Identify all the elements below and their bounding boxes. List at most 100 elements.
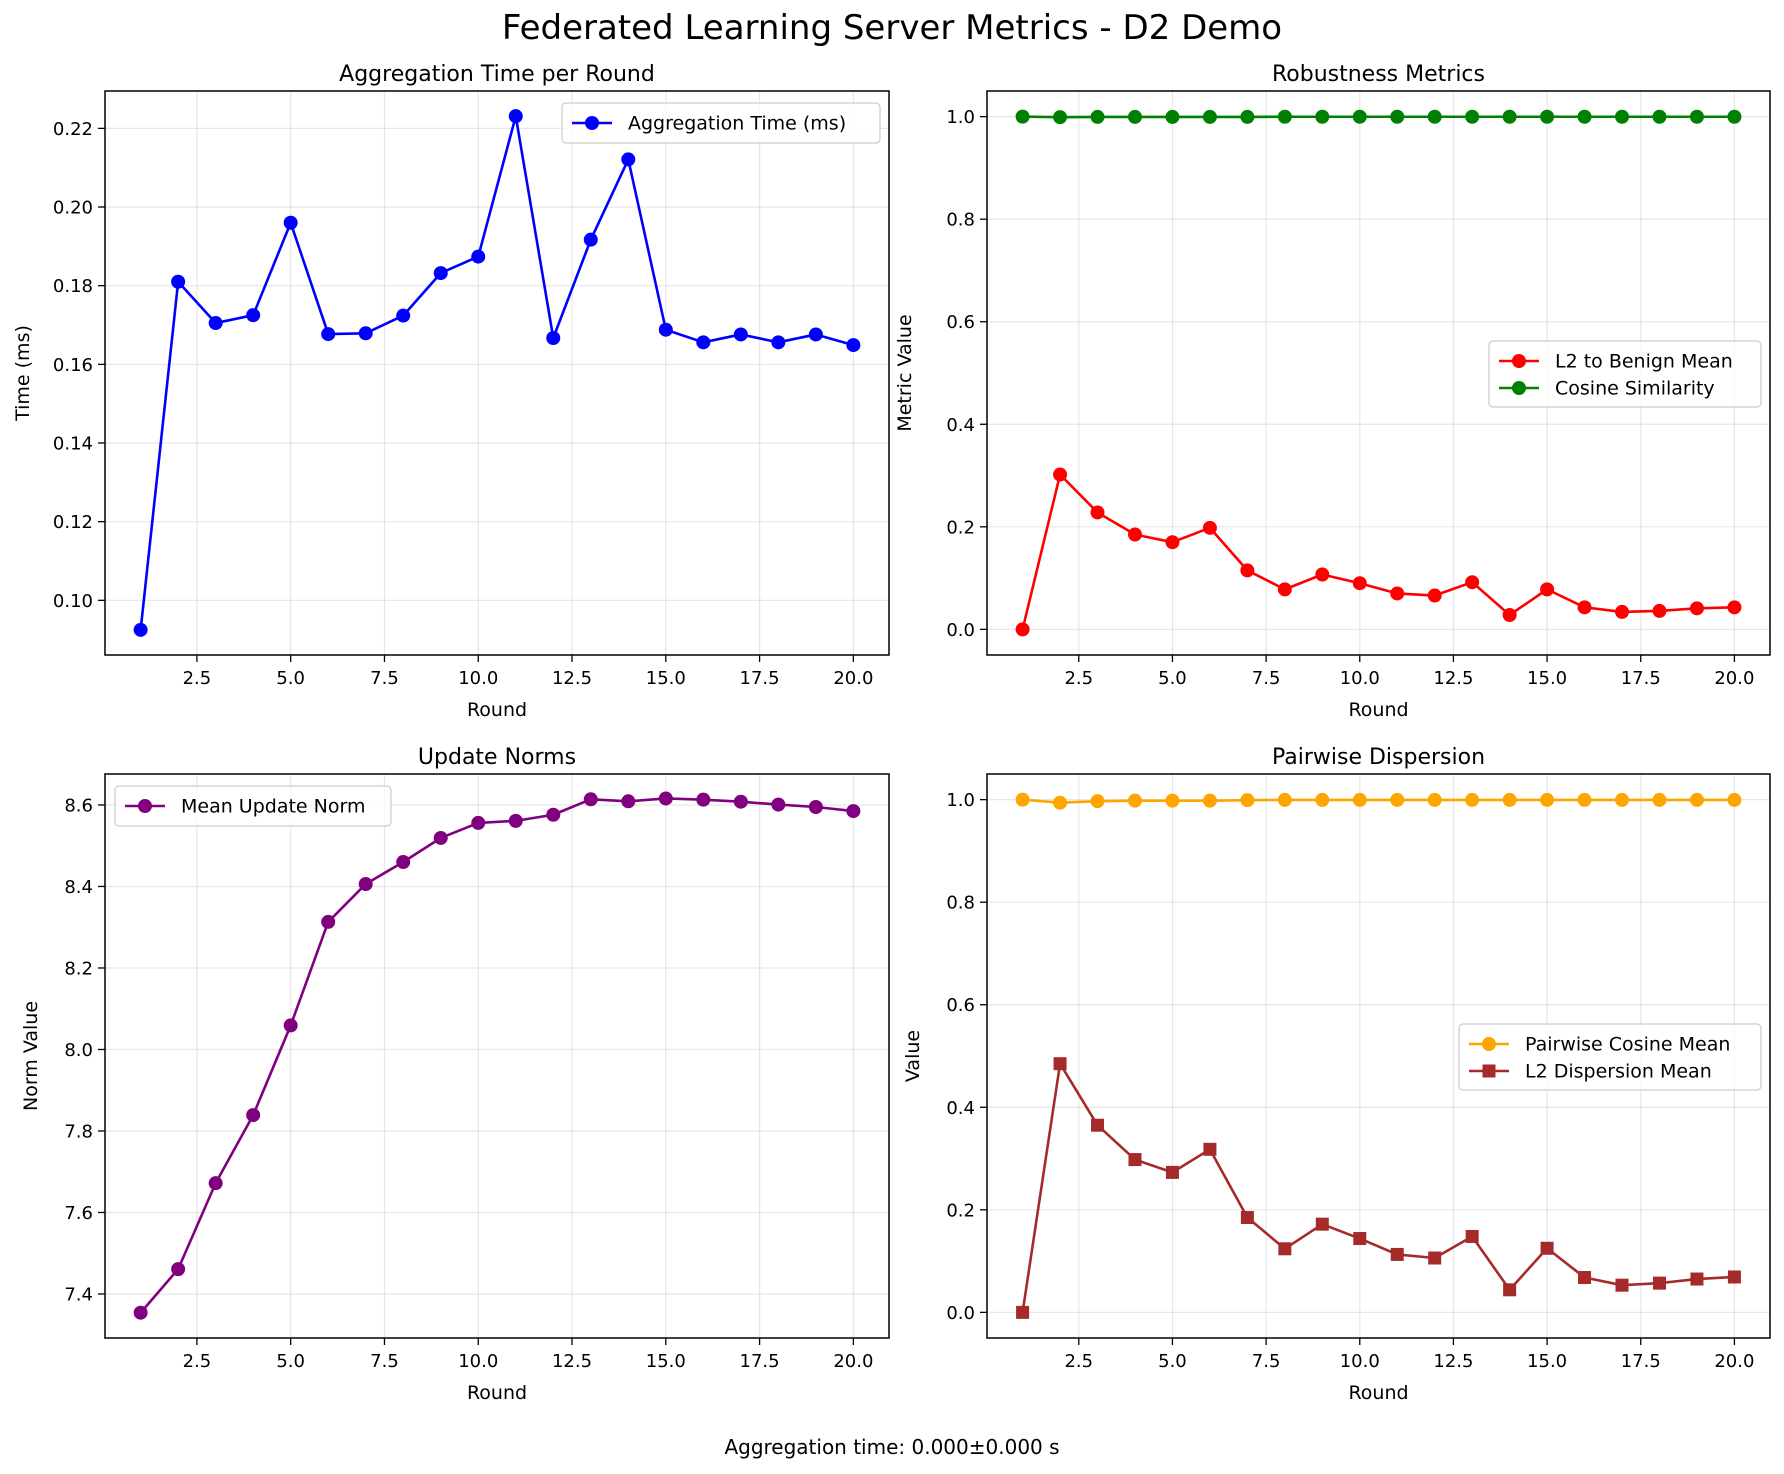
- y-tick-label: 0.18: [53, 276, 93, 297]
- x-tick-label: 2.5: [183, 1351, 212, 1372]
- legend-box: [1458, 1023, 1762, 1091]
- x-tick-label: 10.0: [458, 668, 498, 689]
- x-tick-label: 5.0: [1158, 1351, 1187, 1372]
- data-point: [1165, 793, 1180, 808]
- data-point: [246, 1108, 261, 1123]
- x-tick-label: 17.5: [740, 1351, 780, 1372]
- legend-label: L2 Dispersion Mean: [1525, 1061, 1712, 1083]
- chart-title: Update Norms: [418, 745, 576, 770]
- x-tick-label: 15.0: [646, 1351, 686, 1372]
- data-point: [1352, 792, 1367, 807]
- data-point: [1689, 109, 1704, 124]
- series-2: [1016, 1057, 1741, 1319]
- data-point: [1053, 467, 1068, 482]
- y-tick-label: 0.6: [946, 312, 975, 333]
- y-tick-label: 0.2: [946, 517, 975, 538]
- data-point: [1277, 792, 1292, 807]
- x-tick-label: 12.5: [1433, 1351, 1473, 1372]
- x-axis-label: Round: [467, 1382, 527, 1404]
- axes-frame: [104, 90, 890, 656]
- series-2: [1015, 109, 1742, 125]
- y-tick-label: 0.16: [53, 355, 93, 376]
- y-tick-label: 8.4: [64, 877, 93, 898]
- axes-frame: [986, 90, 1771, 656]
- data-point: [321, 914, 336, 929]
- x-tick-label: 7.5: [1252, 668, 1281, 689]
- x-tick-label: 15.0: [1527, 668, 1567, 689]
- data-point: [658, 322, 673, 337]
- legend: Pairwise Cosine Mean L2 Dispersion Mean: [1458, 1023, 1762, 1091]
- x-axis-label: Round: [467, 699, 527, 721]
- x-axis-ticks: 2.5 5.0 7.5 10.0 12.5 15.0 17.5 20.0: [1064, 1338, 1754, 1372]
- chart-title: Aggregation Time per Round: [339, 62, 655, 87]
- data-point: [1315, 792, 1330, 807]
- data-point: [1240, 563, 1255, 578]
- data-point: [1390, 586, 1405, 601]
- legend-label: Aggregation Time (ms): [628, 113, 846, 135]
- data-point: [1427, 109, 1442, 124]
- y-tick-label: 0.6: [946, 995, 975, 1016]
- data-point: [1127, 793, 1142, 808]
- y-tick-label: 0.20: [53, 198, 93, 219]
- data-point: [1352, 109, 1367, 124]
- y-tick-label: 0.8: [946, 893, 975, 914]
- data-point: [696, 792, 711, 807]
- legend-marker: [585, 116, 599, 130]
- y-tick-label: 1.0: [946, 790, 975, 811]
- legend-marker: [1512, 354, 1526, 368]
- y-axis-label: Norm Value: [20, 1001, 42, 1111]
- data-point: [583, 792, 598, 807]
- figure-footer: Aggregation time: 0.000±0.000 s: [724, 1435, 1060, 1459]
- data-point: [133, 622, 148, 637]
- data-point: [1615, 604, 1630, 619]
- data-point: [1390, 792, 1405, 807]
- data-point: [1353, 1232, 1367, 1246]
- x-tick-label: 12.5: [552, 668, 592, 689]
- grid-lines: [105, 91, 889, 655]
- data-point: [1278, 1242, 1292, 1256]
- x-tick-label: 15.0: [646, 668, 686, 689]
- x-tick-label: 10.0: [1340, 1351, 1380, 1372]
- x-axis-ticks: 2.5 5.0 7.5 10.0 12.5 15.0 17.5 20.0: [183, 1338, 873, 1372]
- data-point: [846, 338, 861, 353]
- data-point: [1127, 109, 1142, 124]
- legend-marker: [1482, 1037, 1496, 1051]
- y-tick-label: 1.0: [946, 107, 975, 128]
- x-tick-label: 20.0: [833, 668, 873, 689]
- data-point: [396, 855, 411, 870]
- data-point: [1465, 792, 1480, 807]
- legend-box: [114, 785, 392, 827]
- data-point: [771, 797, 786, 812]
- data-point: [1615, 792, 1630, 807]
- y-tick-label: 7.4: [64, 1284, 93, 1305]
- data-point: [1053, 1057, 1067, 1071]
- data-point: [1577, 109, 1592, 124]
- y-axis-ticks: 0.0 0.2 0.4 0.6 0.8 1.0: [946, 790, 987, 1324]
- legend: Mean Update Norm: [114, 785, 392, 827]
- data-point: [171, 1262, 186, 1277]
- data-point: [1465, 575, 1480, 590]
- data-point: [508, 109, 523, 124]
- data-point: [471, 815, 486, 830]
- x-tick-label: 2.5: [1064, 668, 1093, 689]
- series-line: [1021, 1062, 1735, 1313]
- legend-label: Mean Update Norm: [181, 796, 365, 818]
- data-point: [208, 316, 223, 331]
- x-tick-label: 15.0: [1527, 1351, 1567, 1372]
- data-point: [433, 266, 448, 281]
- y-tick-label: 0.8: [946, 210, 975, 231]
- x-tick-label: 12.5: [1433, 668, 1473, 689]
- x-tick-label: 5.0: [1158, 668, 1187, 689]
- y-tick-label: 0.0: [946, 1303, 975, 1324]
- x-tick-label: 17.5: [740, 668, 780, 689]
- data-point: [1540, 792, 1555, 807]
- data-point: [1727, 600, 1742, 615]
- data-point: [1689, 601, 1704, 616]
- data-point: [1202, 520, 1217, 535]
- data-point: [846, 804, 861, 819]
- legend-label: Pairwise Cosine Mean: [1525, 1034, 1730, 1056]
- data-point: [471, 249, 486, 264]
- y-axis-ticks: 7.4 7.6 7.8 8.0 8.2 8.4 8.6: [64, 795, 105, 1305]
